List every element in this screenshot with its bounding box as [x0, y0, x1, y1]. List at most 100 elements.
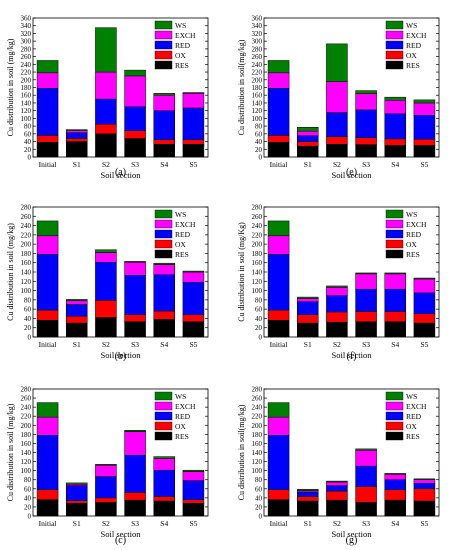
x-tick-label: S2: [333, 340, 341, 349]
bar-segment-ox-s3: [355, 311, 377, 322]
y-tick-label: 160: [21, 92, 32, 100]
bar-segment-ws-initial: [36, 220, 59, 237]
x-tick-label: S4: [391, 519, 399, 528]
legend-label-res: RES: [175, 432, 189, 441]
legend-swatch-ws: [154, 20, 173, 30]
legend-swatch-ox: [385, 421, 404, 431]
legend-label-res: RES: [175, 250, 189, 259]
y-tick-label: 280: [252, 204, 263, 212]
bar-segment-red-s2: [326, 485, 348, 492]
legend-label-res: RES: [406, 432, 420, 441]
y-tick-label: 0: [259, 334, 263, 342]
legend-label-res: RES: [406, 61, 420, 70]
y-axis-label: Cu distribution in soil (mg/kg): [6, 403, 15, 501]
y-tick-label: 280: [21, 386, 32, 394]
legend-swatch-res: [385, 431, 404, 441]
x-tick-label: S1: [304, 160, 312, 169]
bar-segment-ws-s3: [355, 90, 377, 94]
y-tick-label: 100: [252, 287, 263, 295]
bar-segment-ox-s2: [95, 497, 117, 503]
legend-swatch-exch: [385, 30, 404, 40]
y-axis-label: Cu distribution in soil(mg/kg): [237, 39, 246, 135]
legend-label-ws: WS: [175, 21, 186, 30]
bar-segment-red-s2: [95, 476, 117, 499]
bar-segment-ws-s2: [95, 464, 117, 466]
y-tick-label: 240: [21, 61, 32, 69]
x-tick-label: S5: [189, 160, 197, 169]
bar-segment-ws-s1: [66, 299, 88, 302]
x-tick-label: S4: [160, 340, 168, 349]
legend-label-ws: WS: [406, 21, 417, 30]
y-tick-label: 260: [21, 213, 32, 221]
bar-segment-ox-s4: [384, 138, 406, 146]
bar-segment-ws-s3: [124, 430, 146, 432]
bar-segment-ox-s4: [384, 311, 406, 322]
bar-segment-exch-initial: [267, 416, 290, 436]
bar-segment-ws-s1: [66, 482, 88, 485]
x-tick-label: S5: [189, 519, 197, 528]
legend-swatch-red: [154, 40, 173, 50]
bar-segment-ox-s2: [326, 136, 348, 145]
y-tick-label: 180: [252, 431, 263, 439]
y-axis-label: Cu distribution in soil (mg/kg): [6, 223, 15, 321]
y-tick-label: 40: [255, 138, 263, 146]
bar-segment-ox-s5: [413, 488, 436, 502]
y-tick-label: 320: [21, 30, 32, 38]
bar-segment-exch-s3: [124, 431, 146, 456]
legend-label-exch: EXCH: [406, 31, 427, 40]
bar-segment-red-s4: [384, 113, 406, 140]
bar-segment-red-initial: [267, 88, 290, 136]
bar-segment-ox-s3: [124, 130, 146, 139]
y-tick-label: 240: [21, 222, 32, 230]
y-tick-label: 20: [24, 324, 32, 332]
bar-segment-red-s4: [384, 288, 406, 312]
bar-segment-exch-initial: [267, 235, 290, 255]
legend-label-red: RED: [175, 412, 191, 421]
x-tick-label: S1: [73, 160, 81, 169]
y-tick-label: 280: [21, 204, 32, 212]
y-tick-label: 240: [252, 404, 263, 412]
x-tick-label: S2: [102, 340, 110, 349]
x-tick-label: S2: [333, 160, 341, 169]
bar-segment-red-initial: [36, 254, 59, 311]
bar-segment-red-s5: [413, 292, 436, 315]
bar-segment-exch-s2: [326, 81, 348, 113]
bar-segment-exch-s2: [326, 481, 348, 486]
bar-segment-exch-s3: [355, 273, 377, 290]
x-tick-label: S5: [420, 519, 428, 528]
bar-segment-ox-initial: [36, 309, 59, 321]
bar-segment-red-s2: [326, 112, 348, 137]
legend-swatch-red: [154, 411, 173, 421]
bar-segment-ws-initial: [267, 402, 290, 418]
bar-segment-exch-s1: [66, 300, 88, 305]
legend-label-red: RED: [406, 41, 422, 50]
bar-segment-ws-initial: [36, 60, 59, 74]
bar-segment-exch-s5: [413, 278, 436, 294]
bar-segment-ox-s1: [66, 315, 88, 324]
y-tick-label: 160: [21, 259, 32, 267]
bar-segment-ws-s4: [384, 272, 406, 275]
bar-segment-ox-s4: [153, 139, 175, 145]
bar-segment-ox-s5: [413, 138, 436, 146]
bar-segment-red-s3: [124, 275, 146, 315]
legend-label-ox: OX: [175, 240, 186, 249]
y-tick-label: 100: [21, 287, 32, 295]
bar-segment-ws-s1: [297, 488, 319, 491]
bar-segment-red-initial: [36, 435, 59, 490]
y-tick-label: 40: [24, 138, 32, 146]
bar-segment-exch-s2: [95, 252, 117, 263]
y-tick-label: 180: [21, 84, 32, 92]
bar-segment-ox-s5: [413, 313, 436, 324]
y-tick-label: 20: [24, 503, 32, 511]
legend-label-exch: EXCH: [175, 402, 196, 411]
x-tick-label: S5: [189, 340, 197, 349]
bar-segment-red-s1: [297, 491, 319, 497]
x-tick-label: Initial: [270, 340, 288, 349]
bar-segment-ox-s1: [66, 138, 88, 142]
y-tick-label: 0: [259, 154, 263, 162]
